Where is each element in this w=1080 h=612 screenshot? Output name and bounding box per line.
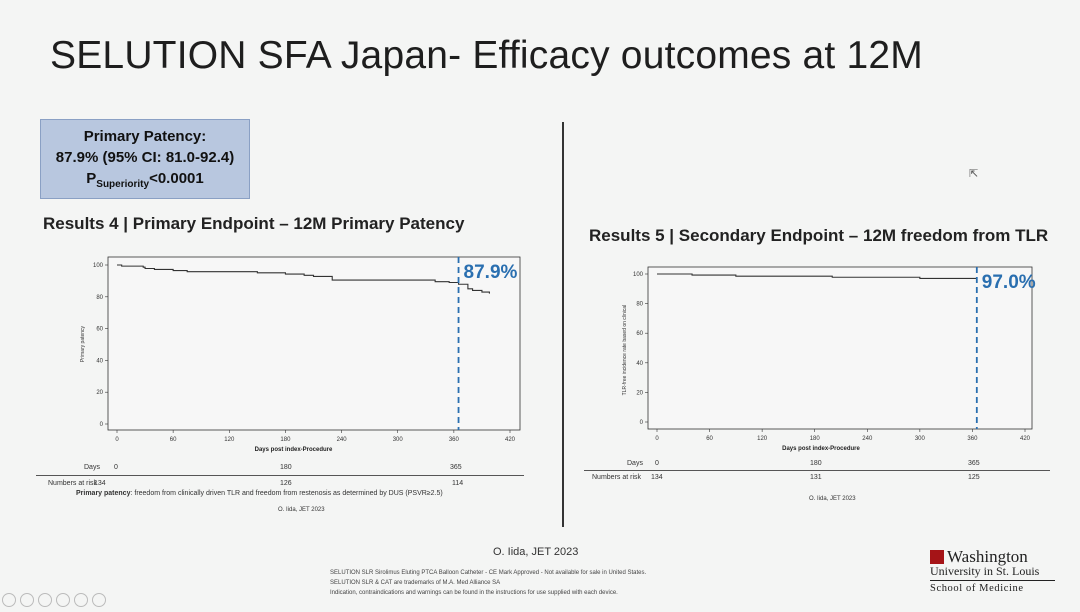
right-risk-num-0: 134 bbox=[651, 474, 663, 481]
left-risk-num-1: 126 bbox=[280, 480, 292, 487]
x-tick-label: 180 bbox=[810, 436, 821, 442]
y-tick-label: 40 bbox=[96, 358, 103, 364]
x-tick-label: 0 bbox=[115, 437, 119, 443]
shield-icon bbox=[930, 550, 944, 564]
x-tick-label: 300 bbox=[393, 437, 404, 443]
x-tick-label: 360 bbox=[449, 437, 460, 443]
y-tick-label: 100 bbox=[633, 272, 644, 278]
y-tick-label: 60 bbox=[636, 331, 643, 337]
panel-divider bbox=[562, 122, 564, 527]
disclaimer-line: SELUTION SLR Sirolimus Eluting PTCA Ball… bbox=[330, 570, 647, 576]
left-chart-title: Results 4 | Primary Endpoint – 12M Prima… bbox=[43, 214, 465, 233]
left-small-citation: O. Iida, JET 2023 bbox=[278, 507, 325, 513]
annotation-value: 97.0% bbox=[982, 272, 1036, 293]
y-tick-label: 40 bbox=[636, 361, 643, 367]
stat-p-value: PSuperiority<0.0001 bbox=[86, 170, 204, 190]
x-tick-label: 420 bbox=[1020, 436, 1031, 442]
x-tick-label: 0 bbox=[655, 436, 659, 442]
y-axis-title: Primary patency bbox=[80, 325, 86, 362]
slides-icon[interactable] bbox=[56, 593, 70, 607]
x-tick-label: 60 bbox=[170, 437, 177, 443]
annotation-value: 87.9% bbox=[464, 262, 518, 283]
y-axis-title: TLR-free incidence rate based on clinica… bbox=[622, 305, 628, 396]
left-risk-day-1: 180 bbox=[280, 464, 292, 471]
slide-citation: O. Iida, JET 2023 bbox=[493, 546, 579, 558]
plot-frame bbox=[107, 256, 521, 431]
x-tick-label: 240 bbox=[337, 437, 348, 443]
right-risk-divider bbox=[584, 470, 1050, 471]
right-risk-days-label: Days bbox=[627, 460, 643, 467]
right-risk-day-0: 0 bbox=[655, 460, 659, 467]
right-risk-numbers-label: Numbers at risk bbox=[592, 474, 642, 481]
x-tick-label: 60 bbox=[706, 436, 713, 442]
y-tick-label: 60 bbox=[96, 327, 103, 333]
disclaimer: SELUTION SLR Sirolimus Eluting PTCA Ball… bbox=[330, 568, 646, 598]
right-risk-day-2: 365 bbox=[968, 460, 980, 467]
stat-line-1: Primary Patency: bbox=[83, 128, 207, 145]
x-axis-title: Days post index-Procedure bbox=[255, 447, 333, 453]
x-tick-label: 120 bbox=[224, 437, 235, 443]
right-risk-num-2: 125 bbox=[968, 474, 980, 481]
left-risk-numbers-label: Numbers at risk bbox=[48, 480, 98, 487]
left-risk-day-2: 365 bbox=[450, 464, 462, 471]
left-risk-num-0: 134 bbox=[94, 480, 106, 487]
right-risk-day-1: 180 bbox=[810, 460, 822, 467]
stat-line-2: 87.9% (95% CI: 81.0-92.4) bbox=[55, 149, 235, 166]
y-tick-label: 80 bbox=[636, 302, 643, 308]
y-tick-label: 0 bbox=[640, 420, 644, 426]
presentation-toolbar[interactable] bbox=[2, 593, 110, 612]
x-tick-label: 120 bbox=[757, 436, 768, 442]
x-tick-label: 360 bbox=[967, 436, 978, 442]
right-km-chart: 0 60 120 180 240 300 360 420 0 20 40 60 80 100 Days po… bbox=[622, 266, 1036, 452]
more-icon[interactable] bbox=[92, 593, 106, 607]
left-risk-divider bbox=[36, 475, 524, 476]
mouse-cursor-icon: ⇱ bbox=[969, 168, 979, 180]
y-tick-label: 100 bbox=[93, 263, 104, 269]
pen-icon[interactable] bbox=[38, 593, 52, 607]
x-tick-label: 300 bbox=[915, 436, 926, 442]
y-tick-label: 20 bbox=[96, 390, 103, 396]
left-risk-days-label: Days bbox=[84, 464, 100, 471]
right-small-citation: O. Iida, JET 2023 bbox=[809, 496, 856, 502]
right-chart-title: Results 5 | Secondary Endpoint – 12M fre… bbox=[589, 226, 1049, 245]
left-risk-num-2: 114 bbox=[452, 480, 464, 487]
x-axis-title: Days post index-Procedure bbox=[782, 446, 860, 452]
disclaimer-line: SELUTION SLR & CAT are trademarks of M.A… bbox=[330, 580, 501, 586]
prev-icon[interactable] bbox=[2, 593, 16, 607]
y-tick-label: 0 bbox=[100, 422, 104, 428]
x-tick-label: 180 bbox=[280, 437, 291, 443]
primary-patency-box: Primary Patency: 87.9% (95% CI: 81.0-92.… bbox=[40, 119, 250, 199]
disclaimer-line: Indication, contraindications and warnin… bbox=[330, 590, 618, 596]
x-tick-label: 240 bbox=[862, 436, 873, 442]
y-tick-label: 80 bbox=[96, 295, 103, 301]
left-risk-day-0: 0 bbox=[114, 464, 118, 471]
right-risk-num-1: 131 bbox=[810, 474, 822, 481]
y-tick-label: 20 bbox=[636, 390, 643, 396]
next-icon[interactable] bbox=[20, 593, 34, 607]
left-footnote: Primary patency: freedom from clinically… bbox=[76, 490, 443, 497]
km-curve bbox=[117, 264, 490, 294]
x-tick-label: 420 bbox=[505, 437, 516, 443]
slide-title: SELUTION SFA Japan- Efficacy outcomes at… bbox=[50, 34, 923, 77]
left-km-chart: 0 60 120 180 240 300 360 420 0 20 40 60 80 100 Days po… bbox=[80, 256, 521, 453]
zoom-icon[interactable] bbox=[74, 593, 88, 607]
km-curve bbox=[657, 273, 977, 279]
plot-frame bbox=[647, 266, 1033, 430]
washu-logo: Washington University in St. Louis Schoo… bbox=[930, 548, 1055, 596]
